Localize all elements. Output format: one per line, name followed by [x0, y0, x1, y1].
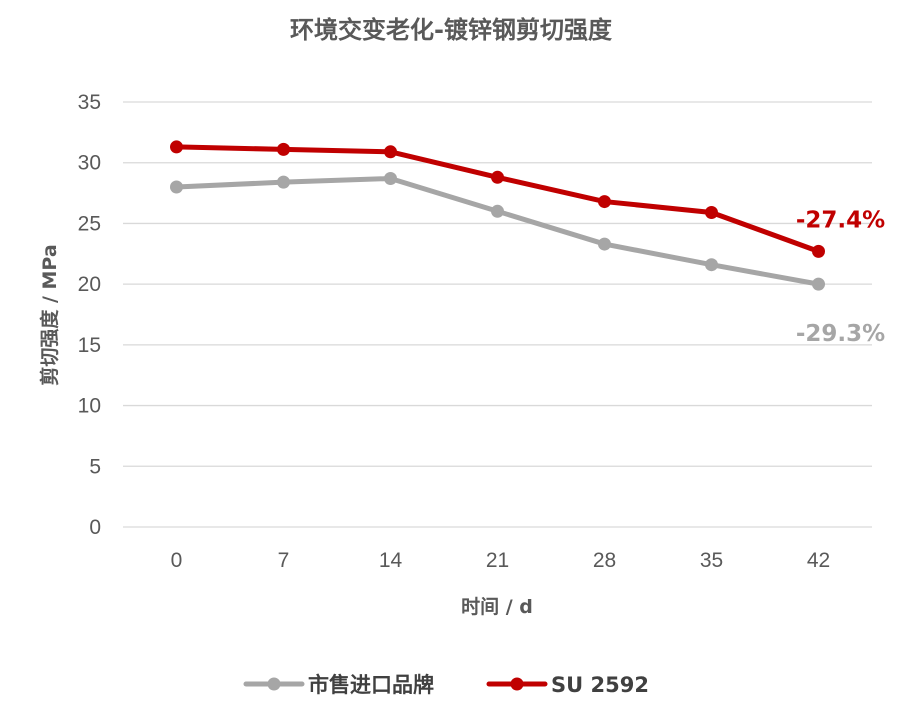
x-axis-label: 时间 / d: [461, 596, 533, 618]
data-point[interactable]: [170, 180, 183, 194]
y-tick-label: 5: [89, 455, 101, 478]
data-point[interactable]: [598, 195, 611, 209]
x-tick-label: 7: [278, 549, 290, 572]
y-tick-label: 15: [78, 334, 101, 357]
legend[interactable]: 市售进口品牌 SU 2592: [243, 673, 649, 697]
legend-label: 市售进口品牌: [308, 673, 434, 697]
legend-label: SU 2592: [551, 673, 649, 697]
series-0: [170, 172, 825, 291]
x-tick-label: 42: [807, 549, 830, 572]
x-tick-label: 35: [700, 549, 723, 572]
data-point[interactable]: [384, 172, 397, 185]
data-point[interactable]: [812, 277, 825, 291]
x-tick-label: 14: [379, 549, 403, 572]
y-axis-label: 剪切强度 / MPa: [38, 244, 61, 385]
annotations: -29.3% -27.4%: [796, 207, 885, 347]
series-layer: [170, 140, 825, 291]
data-point[interactable]: [277, 142, 290, 156]
end-label: -27.4%: [796, 207, 885, 233]
x-tick-label: 28: [593, 549, 616, 572]
data-point[interactable]: [277, 175, 290, 189]
data-point[interactable]: [705, 206, 718, 219]
data-point[interactable]: [705, 258, 718, 272]
data-point[interactable]: [812, 244, 825, 258]
x-tick-label: 21: [486, 549, 509, 572]
gridlines: [123, 101, 872, 528]
legend-item-1[interactable]: SU 2592: [486, 673, 649, 697]
series-line: [174, 176, 821, 287]
data-point[interactable]: [491, 170, 504, 184]
y-tick-label: 35: [78, 91, 101, 114]
data-point[interactable]: [170, 140, 183, 154]
y-tick-label: 10: [78, 395, 101, 418]
legend-swatch-marker: [267, 677, 281, 691]
legend-swatch-marker: [510, 677, 524, 691]
end-label: -29.3%: [796, 321, 885, 347]
x-tick-label: 0: [171, 549, 183, 572]
y-axis-ticks: 0 5 10 15 20 25 30 35: [78, 91, 101, 539]
data-point[interactable]: [598, 237, 611, 251]
legend-item-0[interactable]: 市售进口品牌: [243, 673, 434, 697]
chart-title: 环境交变老化-镀锌钢剪切强度: [290, 16, 613, 44]
y-tick-label: 0: [89, 516, 101, 539]
series-1: [170, 140, 825, 258]
x-axis-ticks: 0 7 14 21 28 35 42: [171, 549, 831, 572]
data-point[interactable]: [491, 204, 504, 218]
y-tick-label: 25: [78, 212, 101, 235]
y-tick-label: 20: [78, 273, 101, 296]
data-point[interactable]: [384, 145, 397, 159]
y-tick-label: 30: [78, 152, 101, 175]
